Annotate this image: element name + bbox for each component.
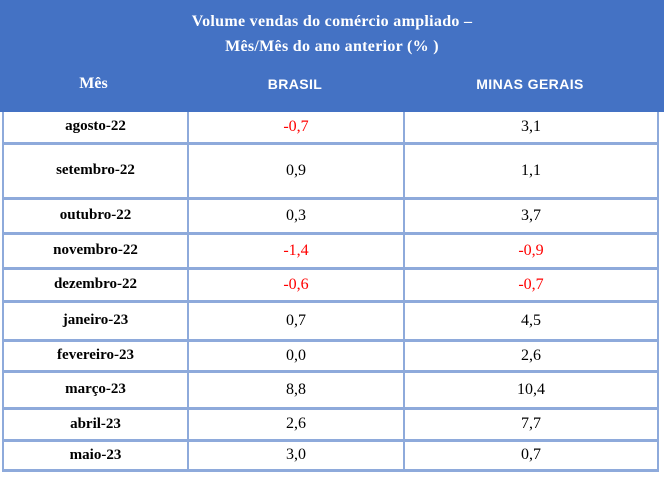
minas-gerais-value-cell: 3,1 (403, 112, 659, 145)
month-cell: agosto-22 (2, 112, 189, 145)
minas-gerais-value-cell: 10,4 (403, 369, 659, 410)
table-title-line2: Mês/Mês do ano anterior (% ) (225, 38, 439, 55)
minas-gerais-value-cell: -0,9 (403, 231, 659, 270)
table-row: fevereiro-23 0,0 2,6 (2, 338, 659, 373)
table-row: setembro-22 0,9 1,1 (2, 141, 659, 200)
data-grid: agosto-22 -0,7 3,1 setembro-22 0,9 1,1 o… (2, 112, 659, 472)
month-cell: abril-23 (2, 406, 189, 442)
minas-gerais-value-cell: 3,7 (403, 196, 659, 235)
month-cell: maio-23 (2, 438, 189, 472)
table-row: março-23 8,8 10,4 (2, 369, 659, 410)
table-row: outubro-22 0,3 3,7 (2, 196, 659, 235)
brasil-value-cell: -1,4 (187, 231, 405, 270)
month-cell: setembro-22 (2, 141, 189, 200)
brasil-value-cell: 0,9 (187, 141, 405, 200)
brasil-value-cell: 0,7 (187, 299, 405, 342)
brasil-value-cell: 0,3 (187, 196, 405, 235)
brasil-value-cell: 8,8 (187, 369, 405, 410)
minas-gerais-value-cell: 0,7 (403, 438, 659, 472)
month-cell: novembro-22 (2, 231, 189, 270)
column-header-minas-gerais: MINAS GERAIS (476, 76, 584, 92)
brasil-value-cell: 0,0 (187, 338, 405, 373)
brasil-value-cell: 3,0 (187, 438, 405, 472)
table-row: janeiro-23 0,7 4,5 (2, 299, 659, 342)
table-row: abril-23 2,6 7,7 (2, 406, 659, 442)
month-cell: dezembro-22 (2, 266, 189, 303)
minas-gerais-value-cell: -0,7 (403, 266, 659, 303)
month-cell: outubro-22 (2, 196, 189, 235)
table-title-line1: Volume vendas do comércio ampliado – (191, 13, 473, 30)
brasil-value-cell: -0,7 (187, 112, 405, 145)
table-title: Volume vendas do comércio ampliado – Mês… (0, 0, 664, 59)
column-header-brasil: BRASIL (267, 76, 323, 92)
minas-gerais-value-cell: 2,6 (403, 338, 659, 373)
minas-gerais-value-cell: 7,7 (403, 406, 659, 442)
table-row: agosto-22 -0,7 3,1 (2, 112, 659, 145)
table-header-band: Volume vendas do comércio ampliado – Mês… (0, 0, 664, 112)
minas-gerais-value-cell: 4,5 (403, 299, 659, 342)
table-row: maio-23 3,0 0,7 (2, 438, 659, 472)
brasil-value-cell: -0,6 (187, 266, 405, 303)
column-header-row: Mês BRASIL MINAS GERAIS (0, 62, 664, 106)
brasil-value-cell: 2,6 (187, 406, 405, 442)
table-row: novembro-22 -1,4 -0,9 (2, 231, 659, 270)
minas-gerais-value-cell: 1,1 (403, 141, 659, 200)
month-cell: fevereiro-23 (2, 338, 189, 373)
column-header-mes: Mês (79, 75, 108, 92)
table-row: dezembro-22 -0,6 -0,7 (2, 266, 659, 303)
month-cell: março-23 (2, 369, 189, 410)
month-cell: janeiro-23 (2, 299, 189, 342)
